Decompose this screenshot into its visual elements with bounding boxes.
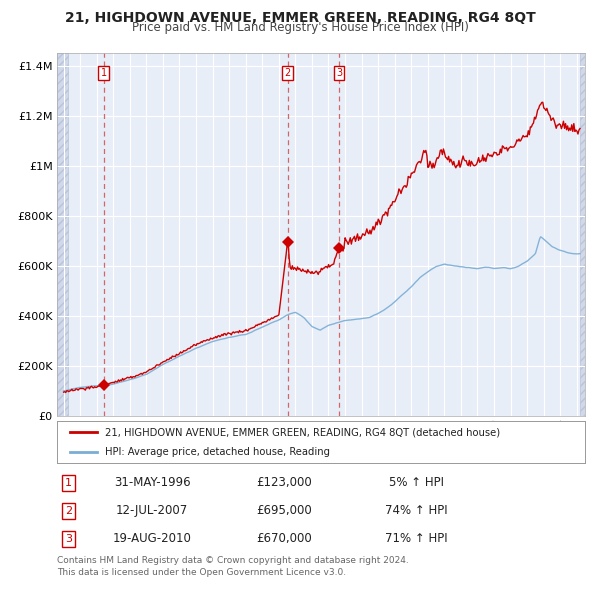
Text: 19-AUG-2010: 19-AUG-2010	[113, 532, 191, 545]
Text: 2: 2	[284, 68, 291, 78]
Text: £695,000: £695,000	[256, 504, 312, 517]
Text: 12-JUL-2007: 12-JUL-2007	[116, 504, 188, 517]
Text: HPI: Average price, detached house, Reading: HPI: Average price, detached house, Read…	[104, 447, 329, 457]
Text: Contains HM Land Registry data © Crown copyright and database right 2024.
This d: Contains HM Land Registry data © Crown c…	[57, 556, 409, 577]
Text: 31-MAY-1996: 31-MAY-1996	[114, 477, 190, 490]
Text: 3: 3	[65, 534, 72, 544]
Text: 1: 1	[100, 68, 107, 78]
Text: £670,000: £670,000	[256, 532, 312, 545]
Text: 2: 2	[65, 506, 72, 516]
Text: Price paid vs. HM Land Registry's House Price Index (HPI): Price paid vs. HM Land Registry's House …	[131, 21, 469, 34]
Text: 74% ↑ HPI: 74% ↑ HPI	[385, 504, 448, 517]
Text: 3: 3	[336, 68, 342, 78]
Text: £123,000: £123,000	[256, 477, 312, 490]
Bar	[580, 53, 585, 416]
Text: 21, HIGHDOWN AVENUE, EMMER GREEN, READING, RG4 8QT: 21, HIGHDOWN AVENUE, EMMER GREEN, READIN…	[65, 11, 535, 25]
Bar	[57, 53, 68, 416]
Text: 21, HIGHDOWN AVENUE, EMMER GREEN, READING, RG4 8QT (detached house): 21, HIGHDOWN AVENUE, EMMER GREEN, READIN…	[104, 427, 500, 437]
Text: 5% ↑ HPI: 5% ↑ HPI	[389, 477, 443, 490]
Text: 71% ↑ HPI: 71% ↑ HPI	[385, 532, 448, 545]
Text: 1: 1	[65, 478, 72, 488]
